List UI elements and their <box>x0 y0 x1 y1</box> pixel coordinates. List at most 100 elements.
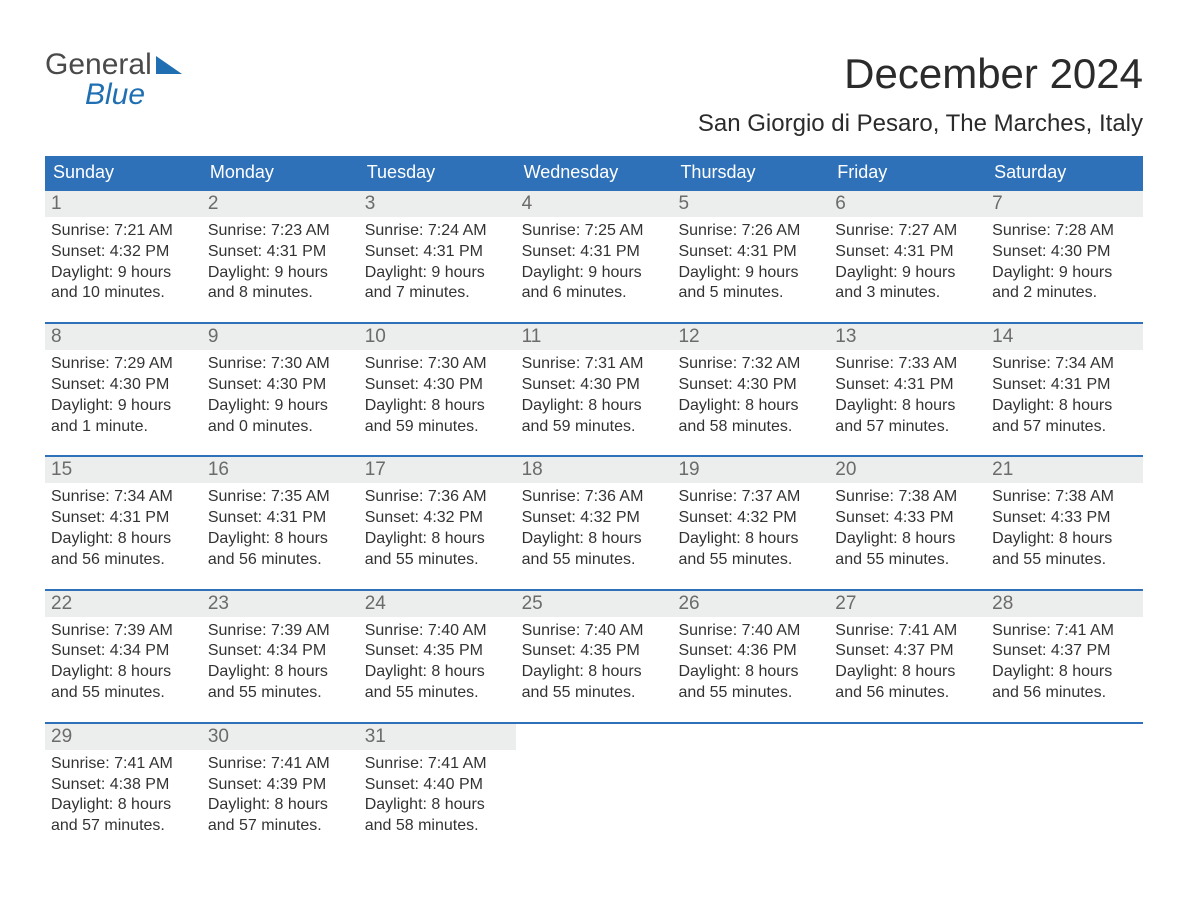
logo-triangle-icon <box>156 56 182 74</box>
day-details: Sunrise: 7:38 AMSunset: 4:33 PMDaylight:… <box>986 483 1143 574</box>
calendar-day <box>986 724 1143 841</box>
daylight-line-1: Daylight: 9 hours <box>365 263 510 284</box>
day-details: Sunrise: 7:28 AMSunset: 4:30 PMDaylight:… <box>986 217 1143 308</box>
calendar-day: 8Sunrise: 7:29 AMSunset: 4:30 PMDaylight… <box>45 324 202 441</box>
sunrise-line: Sunrise: 7:41 AM <box>208 754 353 775</box>
calendar-day: 26Sunrise: 7:40 AMSunset: 4:36 PMDayligh… <box>672 591 829 708</box>
daylight-line-1: Daylight: 8 hours <box>835 396 980 417</box>
day-number: 26 <box>672 591 829 617</box>
daylight-line-2: and 55 minutes. <box>365 550 510 571</box>
daylight-line-2: and 55 minutes. <box>678 550 823 571</box>
daylight-line-2: and 59 minutes. <box>522 417 667 438</box>
day-number: 21 <box>986 457 1143 483</box>
sunset-line: Sunset: 4:31 PM <box>522 242 667 263</box>
sunrise-line: Sunrise: 7:30 AM <box>365 354 510 375</box>
day-number: 6 <box>829 191 986 217</box>
calendar-day: 25Sunrise: 7:40 AMSunset: 4:35 PMDayligh… <box>516 591 673 708</box>
day-number: 3 <box>359 191 516 217</box>
calendar-day: 18Sunrise: 7:36 AMSunset: 4:32 PMDayligh… <box>516 457 673 574</box>
calendar-day: 29Sunrise: 7:41 AMSunset: 4:38 PMDayligh… <box>45 724 202 841</box>
day-number: 13 <box>829 324 986 350</box>
day-number: 1 <box>45 191 202 217</box>
sunrise-line: Sunrise: 7:41 AM <box>51 754 196 775</box>
daylight-line-1: Daylight: 9 hours <box>835 263 980 284</box>
day-number: 14 <box>986 324 1143 350</box>
sunrise-line: Sunrise: 7:38 AM <box>835 487 980 508</box>
day-number: 30 <box>202 724 359 750</box>
day-of-week-cell: Thursday <box>672 156 829 189</box>
daylight-line-2: and 2 minutes. <box>992 283 1137 304</box>
daylight-line-2: and 1 minute. <box>51 417 196 438</box>
sunset-line: Sunset: 4:40 PM <box>365 775 510 796</box>
day-of-week-cell: Saturday <box>986 156 1143 189</box>
day-number: 16 <box>202 457 359 483</box>
daylight-line-1: Daylight: 9 hours <box>992 263 1137 284</box>
sunset-line: Sunset: 4:31 PM <box>208 508 353 529</box>
calendar-week: 29Sunrise: 7:41 AMSunset: 4:38 PMDayligh… <box>45 722 1143 841</box>
sunset-line: Sunset: 4:32 PM <box>522 508 667 529</box>
daylight-line-2: and 55 minutes. <box>835 550 980 571</box>
calendar-day: 4Sunrise: 7:25 AMSunset: 4:31 PMDaylight… <box>516 191 673 308</box>
sunrise-line: Sunrise: 7:37 AM <box>678 487 823 508</box>
daylight-line-1: Daylight: 9 hours <box>678 263 823 284</box>
daylight-line-2: and 59 minutes. <box>365 417 510 438</box>
daylight-line-1: Daylight: 8 hours <box>208 529 353 550</box>
daylight-line-1: Daylight: 8 hours <box>992 662 1137 683</box>
day-details: Sunrise: 7:40 AMSunset: 4:36 PMDaylight:… <box>672 617 829 708</box>
day-number: 7 <box>986 191 1143 217</box>
day-of-week-header: SundayMondayTuesdayWednesdayThursdayFrid… <box>45 156 1143 189</box>
calendar-day: 31Sunrise: 7:41 AMSunset: 4:40 PMDayligh… <box>359 724 516 841</box>
calendar-week: 8Sunrise: 7:29 AMSunset: 4:30 PMDaylight… <box>45 322 1143 441</box>
day-number: 20 <box>829 457 986 483</box>
calendar-week: 15Sunrise: 7:34 AMSunset: 4:31 PMDayligh… <box>45 455 1143 574</box>
day-number: 15 <box>45 457 202 483</box>
day-number: 18 <box>516 457 673 483</box>
calendar-day: 14Sunrise: 7:34 AMSunset: 4:31 PMDayligh… <box>986 324 1143 441</box>
daylight-line-1: Daylight: 8 hours <box>365 795 510 816</box>
day-number: 28 <box>986 591 1143 617</box>
daylight-line-2: and 57 minutes. <box>208 816 353 837</box>
sunrise-line: Sunrise: 7:27 AM <box>835 221 980 242</box>
daylight-line-1: Daylight: 9 hours <box>51 263 196 284</box>
day-details: Sunrise: 7:39 AMSunset: 4:34 PMDaylight:… <box>202 617 359 708</box>
daylight-line-2: and 55 minutes. <box>365 683 510 704</box>
day-details: Sunrise: 7:41 AMSunset: 4:38 PMDaylight:… <box>45 750 202 841</box>
sunset-line: Sunset: 4:31 PM <box>51 508 196 529</box>
daylight-line-2: and 3 minutes. <box>835 283 980 304</box>
sunset-line: Sunset: 4:30 PM <box>522 375 667 396</box>
sunset-line: Sunset: 4:33 PM <box>835 508 980 529</box>
day-number: 12 <box>672 324 829 350</box>
day-details: Sunrise: 7:40 AMSunset: 4:35 PMDaylight:… <box>359 617 516 708</box>
calendar-day: 21Sunrise: 7:38 AMSunset: 4:33 PMDayligh… <box>986 457 1143 574</box>
calendar-day: 28Sunrise: 7:41 AMSunset: 4:37 PMDayligh… <box>986 591 1143 708</box>
sunrise-line: Sunrise: 7:41 AM <box>835 621 980 642</box>
day-number: 17 <box>359 457 516 483</box>
daylight-line-2: and 58 minutes. <box>365 816 510 837</box>
day-of-week-cell: Wednesday <box>516 156 673 189</box>
calendar-day <box>516 724 673 841</box>
daylight-line-2: and 10 minutes. <box>51 283 196 304</box>
calendar-day: 12Sunrise: 7:32 AMSunset: 4:30 PMDayligh… <box>672 324 829 441</box>
sunset-line: Sunset: 4:35 PM <box>522 641 667 662</box>
sunrise-line: Sunrise: 7:38 AM <box>992 487 1137 508</box>
calendar-day: 23Sunrise: 7:39 AMSunset: 4:34 PMDayligh… <box>202 591 359 708</box>
day-number: 29 <box>45 724 202 750</box>
calendar-day: 1Sunrise: 7:21 AMSunset: 4:32 PMDaylight… <box>45 191 202 308</box>
day-details: Sunrise: 7:34 AMSunset: 4:31 PMDaylight:… <box>45 483 202 574</box>
sunrise-line: Sunrise: 7:41 AM <box>992 621 1137 642</box>
calendar-day <box>829 724 986 841</box>
calendar-day: 22Sunrise: 7:39 AMSunset: 4:34 PMDayligh… <box>45 591 202 708</box>
daylight-line-1: Daylight: 8 hours <box>522 529 667 550</box>
sunrise-line: Sunrise: 7:33 AM <box>835 354 980 375</box>
daylight-line-2: and 55 minutes. <box>992 550 1137 571</box>
day-details: Sunrise: 7:24 AMSunset: 4:31 PMDaylight:… <box>359 217 516 308</box>
sunset-line: Sunset: 4:31 PM <box>835 375 980 396</box>
daylight-line-1: Daylight: 8 hours <box>835 662 980 683</box>
calendar-day: 3Sunrise: 7:24 AMSunset: 4:31 PMDaylight… <box>359 191 516 308</box>
daylight-line-2: and 56 minutes. <box>835 683 980 704</box>
sunset-line: Sunset: 4:30 PM <box>992 242 1137 263</box>
daylight-line-1: Daylight: 8 hours <box>992 529 1137 550</box>
sunrise-line: Sunrise: 7:23 AM <box>208 221 353 242</box>
calendar-day: 27Sunrise: 7:41 AMSunset: 4:37 PMDayligh… <box>829 591 986 708</box>
daylight-line-2: and 55 minutes. <box>208 683 353 704</box>
